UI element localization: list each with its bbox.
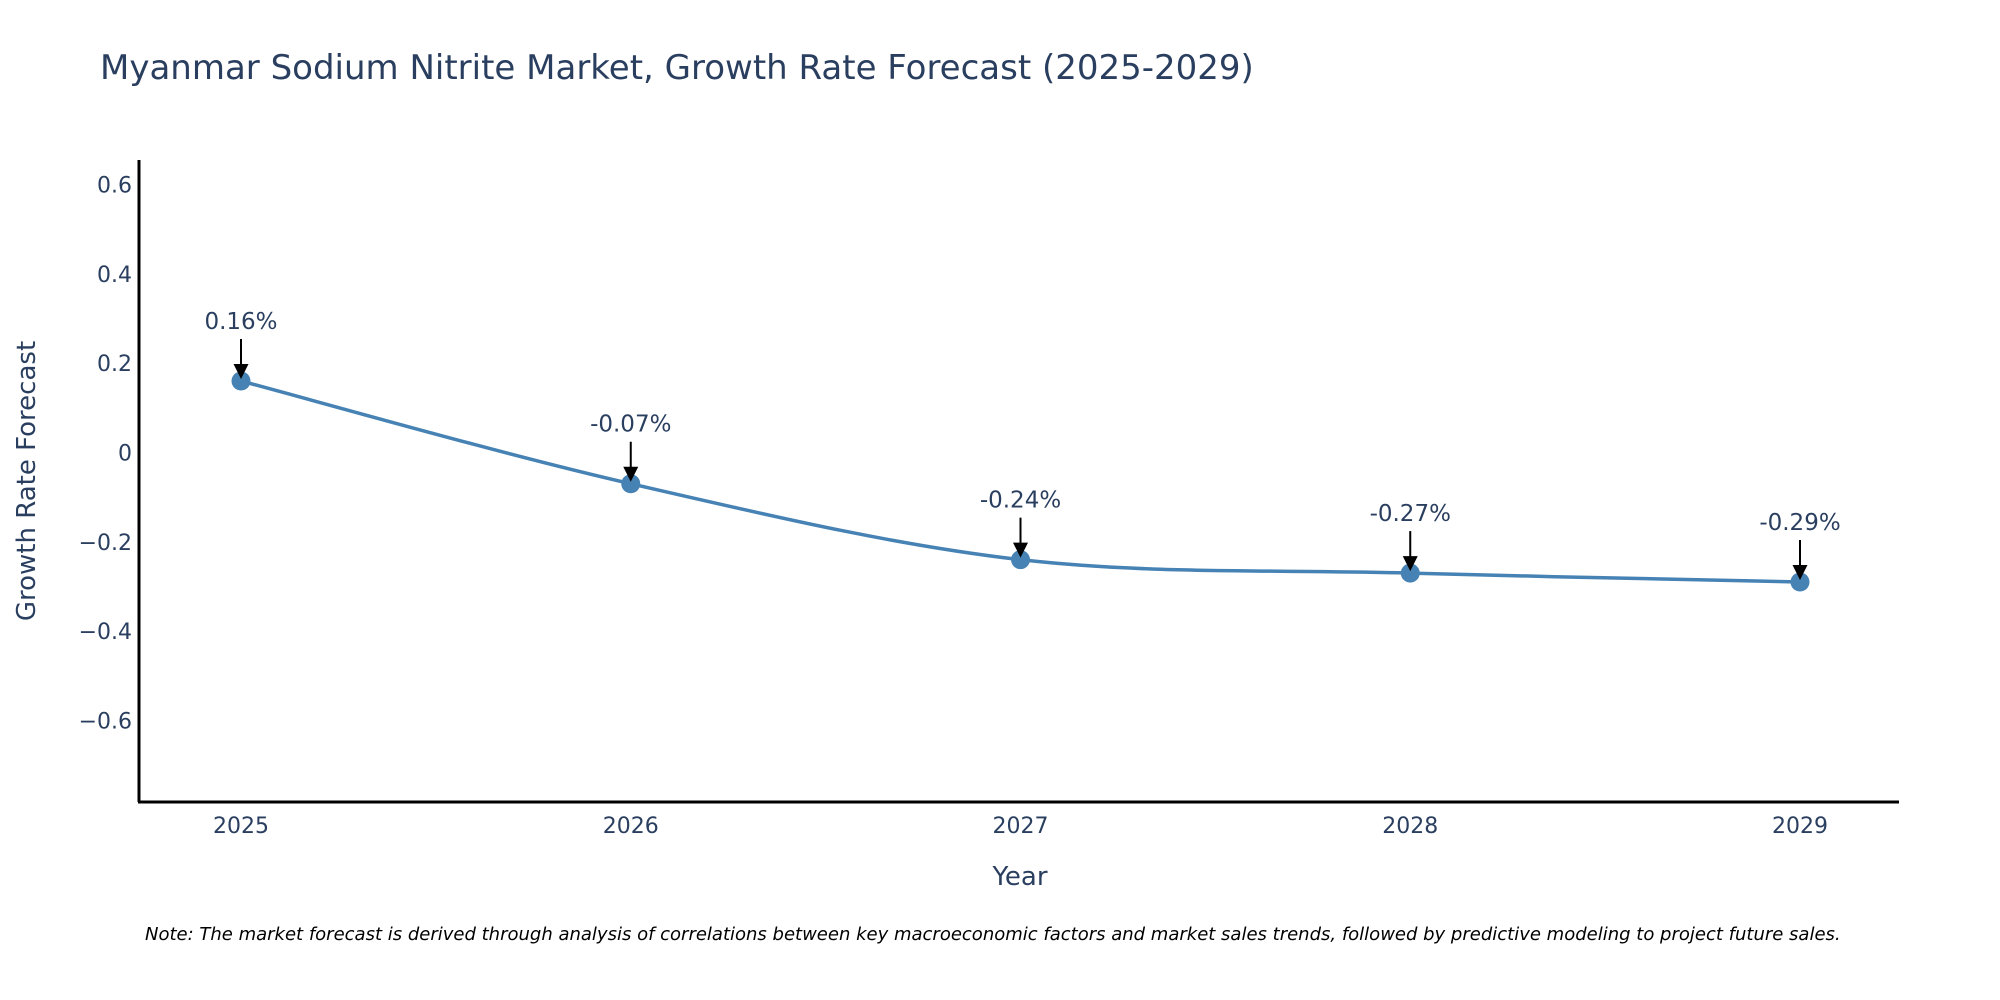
annotation-arrow-head: [233, 364, 249, 379]
x-tick-label: 2026: [603, 814, 659, 839]
x-axis-ticks: 2025 2026 2027 2028 2029: [213, 814, 1828, 839]
data-label: -0.07%: [590, 412, 671, 438]
data-label: -0.24%: [980, 488, 1061, 514]
annotation-arrow-head: [1013, 542, 1028, 558]
data-label: -0.27%: [1370, 501, 1451, 527]
x-tick-label: 2025: [213, 814, 269, 839]
annotation-arrow-head: [623, 466, 639, 482]
y-tick-label: 0.2: [97, 352, 132, 377]
y-tick-label: −0.2: [79, 531, 132, 556]
annotation-arrow-head: [1792, 565, 1808, 580]
data-label: -0.29%: [1759, 510, 1840, 536]
data-point: [231, 371, 251, 391]
data-annotations: 0.16% -0.07% -0.24% -0.27% -0.29%: [204, 309, 1841, 580]
y-axis-title: Growth Rate Forecast: [12, 341, 42, 621]
annotation-arrow-head: [1402, 556, 1418, 572]
x-axis-title: Year: [991, 862, 1047, 892]
y-axis-ticks: 0.6 0.4 0.2 0 −0.2 −0.4 −0.6: [79, 173, 132, 734]
x-tick-label: 2027: [993, 814, 1049, 839]
y-tick-label: 0: [118, 441, 132, 466]
data-point: [1011, 550, 1030, 570]
data-points: [231, 371, 1810, 592]
y-tick-label: 0.6: [97, 173, 132, 198]
data-point: [1790, 572, 1810, 592]
x-tick-label: 2028: [1382, 814, 1438, 839]
data-label: 0.16%: [204, 309, 277, 335]
data-point: [621, 474, 641, 494]
y-tick-label: 0.4: [97, 263, 132, 288]
chart-note: Note: The market forecast is derived thr…: [145, 924, 1841, 945]
chart-title: Myanmar Sodium Nitrite Market, Growth Ra…: [100, 48, 1254, 88]
y-tick-label: −0.4: [79, 620, 132, 645]
data-point: [1400, 563, 1420, 583]
y-tick-label: −0.6: [79, 709, 132, 734]
x-tick-label: 2029: [1772, 814, 1828, 839]
